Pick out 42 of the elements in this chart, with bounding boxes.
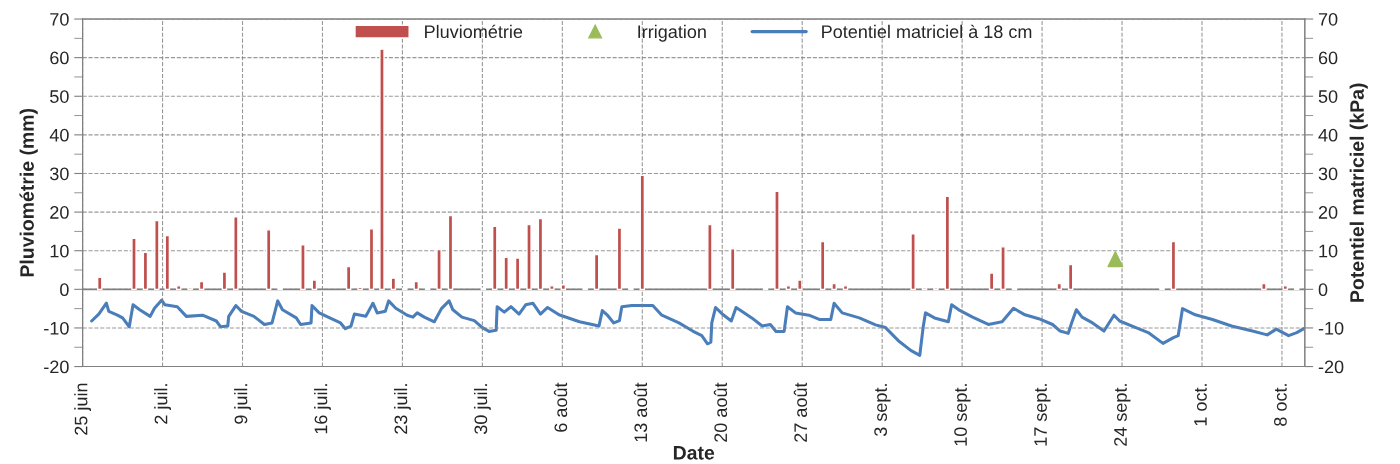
y2-tick-label: 10 — [1319, 244, 1338, 258]
y-tick-label: 20 — [50, 206, 69, 219]
y-tick-label: 10 — [50, 244, 69, 258]
legend-label: Pluviométrie — [425, 24, 523, 39]
x-tick-label: 24 sept. — [1114, 384, 1131, 446]
x-tick-label: 25 juin — [74, 383, 92, 435]
x-tick-label: 1 oct. — [1194, 384, 1207, 426]
x-tick-label: 3 sept. — [874, 384, 891, 437]
y-axis-title: Pluviométrie (mm) — [19, 108, 38, 277]
y-tick-label: 70 — [50, 12, 69, 26]
y2-tick-label: 60 — [1318, 51, 1338, 65]
legend-label: Potentiel matriciel à 18 cm — [822, 24, 1032, 39]
y-tick-label: -20 — [44, 360, 69, 374]
y2-axis-title: Potentiel matriciel (kPa) — [1349, 83, 1368, 302]
x-tick-label: 9 juil. — [234, 384, 251, 424]
x-tick-label: 6 août — [553, 382, 568, 432]
legend-label: Irrigation — [638, 24, 706, 42]
y-tick-label: 0 — [60, 283, 69, 297]
x-tick-label: 2 juil. — [154, 384, 171, 424]
x-tick-label: 16 juil. — [314, 384, 331, 434]
y-tick-label: 60 — [50, 51, 69, 65]
y-tick-label: -10 — [44, 321, 69, 335]
y2-tick-label: 30 — [1318, 167, 1338, 181]
x-tick-label: 17 sept. — [1034, 384, 1051, 446]
x-tick-label: 23 juil. — [394, 384, 411, 434]
x-tick-label: 8 oct. — [1274, 384, 1287, 426]
x-tick-label: 10 sept. — [954, 384, 971, 446]
y2-tick-label: -20 — [1318, 360, 1344, 374]
y2-tick-label: 0 — [1318, 283, 1328, 297]
y2-tick-label: 40 — [1318, 128, 1338, 142]
y2-tick-label: 20 — [1318, 206, 1338, 219]
x-tick-label: 30 juil. — [473, 384, 491, 435]
y2-tick-label: 70 — [1318, 12, 1338, 26]
x-tick-label: 27 août — [793, 382, 808, 442]
y2-tick-label: 50 — [1318, 90, 1338, 103]
x-axis-title: Date — [673, 446, 715, 460]
x-tick-label: 20 août — [713, 382, 728, 442]
y-tick-label: 40 — [49, 128, 69, 142]
x-tick-label: 13 août — [633, 382, 648, 442]
y-tick-label: 50 — [50, 90, 69, 103]
y-tick-label: 30 — [50, 167, 69, 181]
y2-tick-label: -10 — [1318, 321, 1344, 335]
